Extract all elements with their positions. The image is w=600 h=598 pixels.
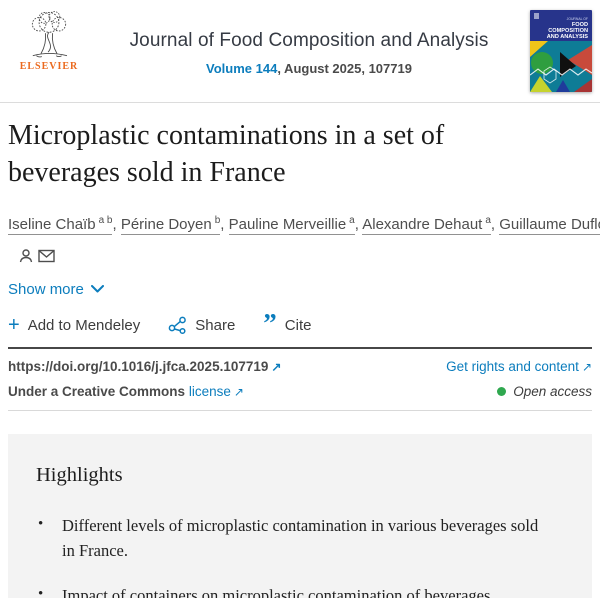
author: Iseline Chaïb a b,	[8, 214, 121, 235]
journal-info: Journal of Food Composition and Analysis…	[88, 10, 530, 76]
cover-text-line: FOOD	[572, 22, 588, 28]
author-action-icons	[14, 247, 55, 264]
author-link[interactable]: Guillaume Duflosa	[499, 215, 600, 235]
author-link[interactable]: Iseline Chaïb a b	[8, 214, 113, 235]
plus-icon: +	[8, 314, 20, 337]
add-to-mendeley-label: Add to Mendeley	[27, 316, 141, 334]
open-access-badge[interactable]: Open access	[497, 384, 592, 399]
get-rights-label: Get rights and content	[446, 358, 579, 374]
external-link-icon: ↗	[233, 384, 244, 399]
share-label: Share	[195, 316, 236, 334]
author-affiliation-sup: a	[349, 214, 355, 226]
highlights-panel: Highlights • Different levels of micropla…	[8, 433, 592, 598]
elsevier-tree-icon	[31, 11, 68, 58]
highlights-list: • Different levels of microplastic contam…	[36, 513, 564, 598]
author-affiliation-sup: a	[485, 214, 491, 226]
license-row: Under a Creative Commons license ↗ Open a…	[8, 379, 592, 410]
highlight-item: • Different levels of microplastic contam…	[36, 513, 551, 564]
author-separator: ,	[490, 215, 500, 233]
article-title: Microplastic contaminations in a set of …	[8, 120, 445, 188]
author-affiliation-sup: a b	[98, 214, 113, 226]
bullet-icon: •	[38, 515, 44, 532]
volume-link[interactable]: Volume 144	[206, 61, 278, 76]
doi-row: https://doi.org/10.1016/j.jfca.2025.1077…	[8, 349, 592, 379]
journal-header: ELSEVIER Journal of Food Composition and…	[0, 0, 600, 103]
author: Alexandre Dehaut a,	[362, 214, 500, 235]
journal-cover-thumbnail[interactable]: JOURNAL OF FOOD COMPOSITION AND ANALYSIS	[530, 10, 592, 92]
cite-label: Cite	[284, 316, 312, 334]
author: Pauline Merveillie a,	[228, 214, 363, 235]
cite-button[interactable]: ” Cite	[263, 308, 312, 339]
license-statement: Under a Creative Commons license ↗	[8, 384, 244, 399]
show-more-button[interactable]: Show more	[8, 281, 104, 298]
article-main: Microplastic contaminations in a set of …	[0, 118, 600, 598]
highlight-item: • Impact of containers on microplastic co…	[36, 583, 551, 598]
author-list: Iseline Chaïb a b, Périne Doyen b, Pauline…	[8, 206, 600, 270]
author-profile-icon[interactable]	[18, 248, 34, 264]
cover-text-line: COMPOSITION	[548, 28, 588, 34]
volume-issue-line: Volume 144, August 2025, 107719	[88, 61, 530, 76]
elsevier-wordmark: ELSEVIER	[19, 61, 79, 72]
chevron-down-icon	[90, 285, 104, 293]
add-to-mendeley-button[interactable]: + Add to Mendeley	[8, 314, 141, 337]
journal-title-link[interactable]: Journal of Food Composition and Analysis	[129, 30, 489, 51]
doi-text: https://doi.org/10.1016/j.jfca.2025.1077…	[8, 358, 269, 374]
email-envelope-icon[interactable]	[38, 249, 55, 263]
show-more-label: Show more	[8, 280, 84, 298]
open-access-label: Open access	[513, 383, 592, 399]
author: Guillaume Duflosa,	[499, 215, 600, 235]
author-separator: ,	[220, 215, 229, 233]
author-link[interactable]: Pauline Merveillie a	[228, 214, 355, 235]
external-link-icon: ↗	[581, 359, 592, 374]
author-link[interactable]: Alexandre Dehaut a	[362, 214, 491, 235]
author-affiliation-sup: b	[214, 214, 221, 226]
author: Périne Doyen b,	[120, 214, 229, 235]
cite-quote-icon: ”	[263, 308, 277, 339]
cc-prefix-text: Under a Creative Commons	[8, 383, 186, 399]
elsevier-logo[interactable]: ELSEVIER	[10, 10, 88, 72]
share-button[interactable]: Share	[168, 316, 235, 335]
cover-text-line: JOURNAL OF	[567, 17, 588, 21]
section-divider-dark	[8, 346, 592, 349]
external-link-icon: ↗	[271, 359, 282, 374]
author-link[interactable]: Périne Doyen b	[120, 214, 221, 235]
bullet-icon: •	[38, 586, 44, 598]
highlights-heading: Highlights	[36, 463, 123, 486]
open-access-dot-icon	[497, 386, 507, 396]
issue-info: , August 2025, 107719	[277, 61, 412, 76]
cover-text-line: AND ANALYSIS	[547, 34, 589, 40]
license-link[interactable]: license	[188, 383, 231, 399]
section-divider-light	[8, 409, 592, 411]
author-separator: ,	[354, 215, 363, 233]
author-separator: ,	[112, 215, 121, 233]
get-rights-link[interactable]: Get rights and content ↗	[446, 359, 592, 374]
doi-link[interactable]: https://doi.org/10.1016/j.jfca.2025.1077…	[8, 359, 281, 374]
article-toolbar: + Add to Mendeley Share ” Cite	[8, 308, 592, 339]
share-icon	[168, 316, 187, 334]
cover-mosaic-art	[530, 41, 592, 92]
